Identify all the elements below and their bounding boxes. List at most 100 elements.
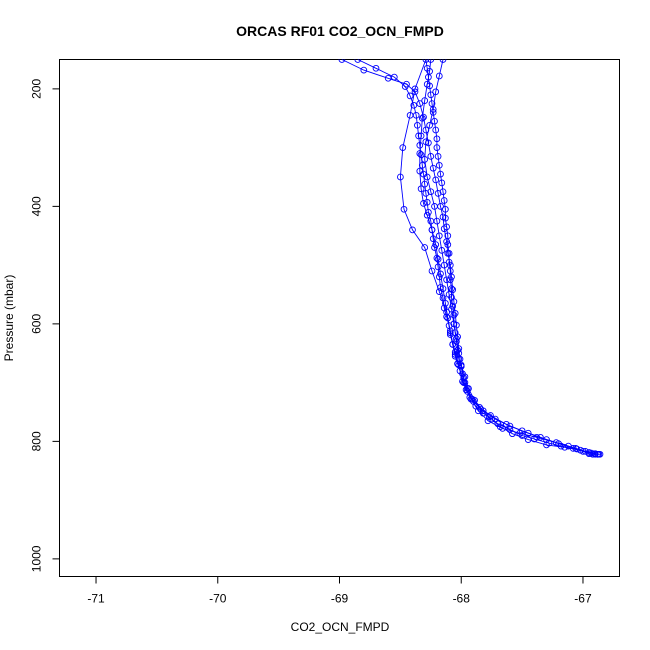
data-point [428, 226, 436, 234]
data-point [338, 59, 346, 63]
data-point [461, 373, 469, 381]
data-point [448, 285, 455, 292]
x-tick-label: -69 [331, 592, 349, 606]
data-point [516, 429, 524, 437]
data-point [429, 109, 437, 116]
data-point [479, 407, 487, 415]
x-tick-label: -70 [209, 592, 227, 606]
data-point [417, 132, 425, 140]
data-point [440, 261, 448, 269]
data-point [457, 361, 465, 369]
data-point [582, 448, 589, 455]
data-point [422, 126, 430, 134]
data-point [400, 205, 408, 213]
data-point [450, 298, 458, 305]
data-point [433, 144, 441, 151]
data-point [433, 135, 441, 143]
data-point [439, 59, 447, 63]
data-point [476, 403, 483, 411]
data-point [431, 117, 438, 125]
data-point [442, 299, 449, 307]
x-tick-label: -71 [87, 592, 105, 606]
data-point [533, 433, 541, 441]
y-tick-label: 800 [30, 431, 44, 451]
data-point [432, 176, 440, 184]
data-point [445, 258, 453, 266]
data-point [502, 420, 510, 428]
data-point [417, 151, 425, 159]
data-point [451, 351, 459, 358]
data-point [439, 213, 447, 221]
data-point [440, 225, 448, 233]
data-point [411, 88, 419, 96]
data-point [421, 97, 429, 104]
data-point [432, 88, 440, 96]
data-point [435, 72, 443, 80]
x-axis-label: CO2_OCN_FMPD [291, 620, 390, 634]
data-point [432, 126, 440, 134]
data-point [491, 415, 499, 423]
data-point [506, 422, 514, 430]
data-point [460, 374, 468, 382]
data-point [444, 241, 452, 248]
data-point [449, 286, 457, 294]
x-tick-label: -68 [453, 592, 471, 606]
data-point [417, 185, 425, 193]
data-point [555, 440, 562, 448]
y-tick-label: 400 [30, 196, 44, 216]
y-tick-label: 600 [30, 314, 44, 334]
data-point [414, 121, 421, 129]
data-point [524, 429, 532, 437]
data-point [416, 141, 424, 149]
data-point [434, 153, 442, 160]
data-point [431, 244, 438, 251]
x-axis: -71 -70 -69 -68 -67 [87, 576, 592, 606]
data-point [439, 294, 447, 302]
data-point [433, 254, 441, 262]
data-point [543, 436, 550, 443]
data-point [435, 161, 443, 169]
data-point [440, 197, 448, 204]
data-point [429, 106, 437, 113]
data-point [443, 238, 450, 245]
data-point [397, 173, 404, 181]
y-tick-label: 200 [30, 79, 44, 99]
data-point [524, 436, 532, 443]
data-point [561, 443, 569, 451]
data-point [448, 273, 455, 281]
data-point [412, 111, 420, 119]
y-axis: 200 400 600 800 1000 [30, 79, 60, 572]
data-point [437, 270, 444, 278]
data-point [454, 333, 461, 341]
data-point [484, 417, 492, 425]
data-point [423, 211, 431, 219]
data-point [416, 100, 424, 107]
data-point [463, 388, 471, 395]
data-point [443, 276, 450, 284]
data-point [409, 226, 416, 234]
data-point [438, 179, 446, 187]
data-point [427, 153, 435, 160]
series-group [338, 59, 604, 458]
data-point [455, 349, 463, 357]
data-point [427, 59, 435, 63]
data-point [360, 66, 368, 74]
data-point [455, 345, 463, 352]
data-point [444, 250, 452, 257]
data-point [432, 241, 440, 248]
data-point [440, 304, 448, 312]
data-point [403, 80, 410, 88]
data-point [415, 132, 422, 140]
y-axis-label: Pressure (mbar) [2, 275, 16, 362]
data-point [354, 59, 362, 63]
data-point [443, 313, 450, 321]
data-point [453, 335, 460, 342]
data-point [509, 430, 516, 438]
data-point [422, 59, 430, 63]
data-point [418, 114, 426, 122]
data-point [438, 247, 446, 254]
chart-title: ORCAS RF01 CO2_OCN_FMPD [236, 23, 444, 39]
data-point [433, 217, 441, 225]
